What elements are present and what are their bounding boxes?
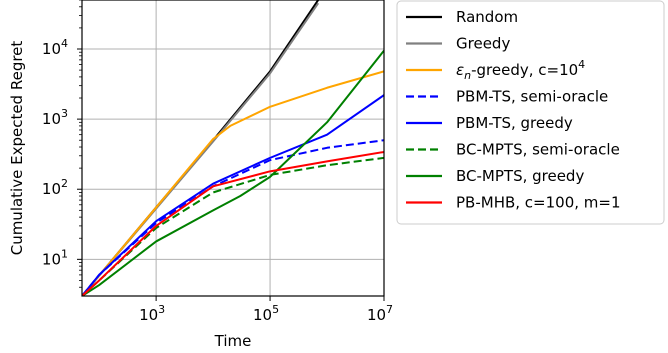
- x-tick-label: 105: [253, 303, 279, 324]
- legend-label: Random: [456, 8, 518, 26]
- plot-frame: [81, 0, 385, 297]
- series-line-6: [82, 49, 384, 296]
- series-line-0: [82, 0, 320, 296]
- legend-label: Greedy: [456, 35, 510, 53]
- series-line-2: [82, 70, 384, 296]
- series-line-5: [82, 156, 384, 296]
- x-axis-label: Time: [214, 332, 252, 350]
- y-axis-label: Cumulative Expected Regret: [8, 41, 26, 256]
- y-tick-label: 104: [42, 37, 68, 58]
- x-tick-label: 107: [367, 303, 393, 324]
- y-tick-label: 101: [42, 247, 68, 268]
- series-line-3: [82, 139, 384, 296]
- legend-label: PBM-TS, semi-oracle: [456, 88, 608, 106]
- grid: [82, 0, 385, 296]
- y-tick-label: 103: [42, 107, 68, 128]
- series-line-4: [82, 94, 384, 296]
- legend-label: BC-MPTS, greedy: [456, 167, 584, 185]
- x-tick-label: 103: [139, 303, 165, 324]
- y-tick-label: 102: [42, 177, 68, 198]
- legend-label: PB-MHB, c=100, m=1: [456, 194, 621, 212]
- legend-label: εn-greedy, c=104: [456, 58, 585, 82]
- ticks: 103 105 107 101 102 103 104: [42, 0, 393, 324]
- series-group: [82, 0, 384, 296]
- series-line-7: [82, 150, 384, 296]
- legend-box: [396, 0, 665, 225]
- legend-label: BC-MPTS, semi-oracle: [456, 141, 620, 159]
- series-line-1: [82, 2, 320, 296]
- legend: Random Greedy εn-greedy, c=104 PBM-TS, semi…: [396, 0, 665, 225]
- legend-label: PBM-TS, greedy: [456, 114, 573, 132]
